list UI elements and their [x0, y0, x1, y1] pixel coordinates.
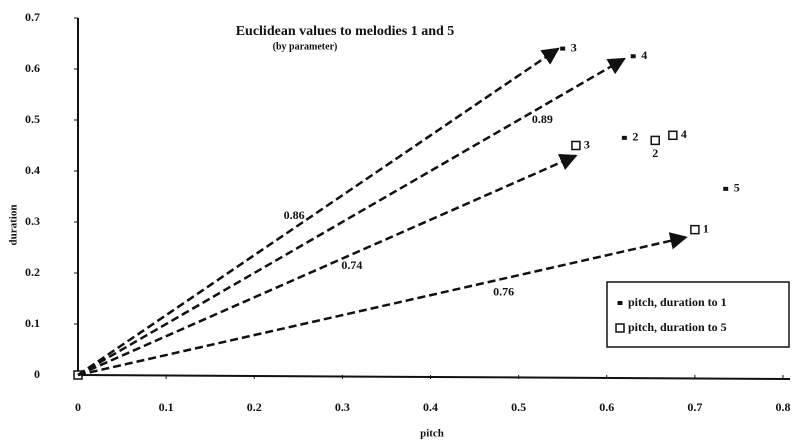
point-label: 1 [703, 221, 709, 235]
x-tick-label: 0.7 [687, 400, 702, 414]
x-tick-label: 0.2 [247, 400, 262, 414]
chart-title: Euclidean values to melodies 1 and 5 [236, 24, 455, 39]
arrow-label: 0.89 [532, 112, 553, 126]
y-tick-label: 0.7 [25, 10, 40, 24]
x-axis-label: pitch [420, 428, 444, 440]
chart-subtitle: (by parameter) [273, 41, 338, 52]
arrow-label: 0.86 [284, 208, 305, 222]
point-label: 3 [571, 40, 577, 54]
arrow [77, 232, 688, 377]
point [690, 224, 700, 235]
arrow [77, 47, 560, 377]
x-tick-label: 0.6 [599, 400, 614, 414]
legend-label: pitch, duration to 5 [628, 320, 727, 334]
legend-marker [615, 323, 625, 333]
y-tick-label: 0.6 [25, 61, 40, 75]
x-tick-label: 0.4 [423, 400, 438, 414]
point [668, 130, 678, 141]
point [630, 54, 636, 59]
x-tick-label: 0 [75, 400, 81, 414]
legend-box [606, 281, 790, 348]
y-axis-label: duration [8, 205, 20, 246]
y-tick-label: 0 [34, 367, 40, 381]
point-label: 4 [681, 127, 687, 141]
point [650, 135, 660, 146]
point [560, 46, 566, 51]
point-label: 5 [734, 181, 740, 195]
x-axis [76, 374, 791, 380]
point [723, 186, 729, 191]
arrow-label: 0.74 [341, 258, 362, 272]
legend-label: pitch, duration to 1 [628, 295, 727, 309]
arrow [77, 154, 578, 377]
x-tick-label: 0.8 [776, 400, 791, 414]
point-label: 3 [584, 137, 590, 151]
point [571, 140, 581, 151]
x-tick-label: 0.5 [511, 400, 526, 414]
y-tick-label: 0.2 [25, 265, 40, 279]
point-label: 4 [641, 48, 647, 62]
y-tick-label: 0.5 [25, 112, 40, 126]
arrow-label: 0.76 [493, 284, 514, 298]
x-tick-label: 0.3 [335, 400, 350, 414]
point-label: 2 [632, 130, 638, 144]
y-tick-label: 0.4 [25, 163, 40, 177]
point [621, 135, 627, 140]
legend-marker [617, 301, 623, 305]
point-label: 2 [652, 146, 658, 160]
arrow [77, 57, 626, 377]
y-tick-label: 0.3 [25, 214, 40, 228]
y-tick-label: 0.1 [25, 316, 40, 330]
x-tick-label: 0.1 [159, 400, 174, 414]
